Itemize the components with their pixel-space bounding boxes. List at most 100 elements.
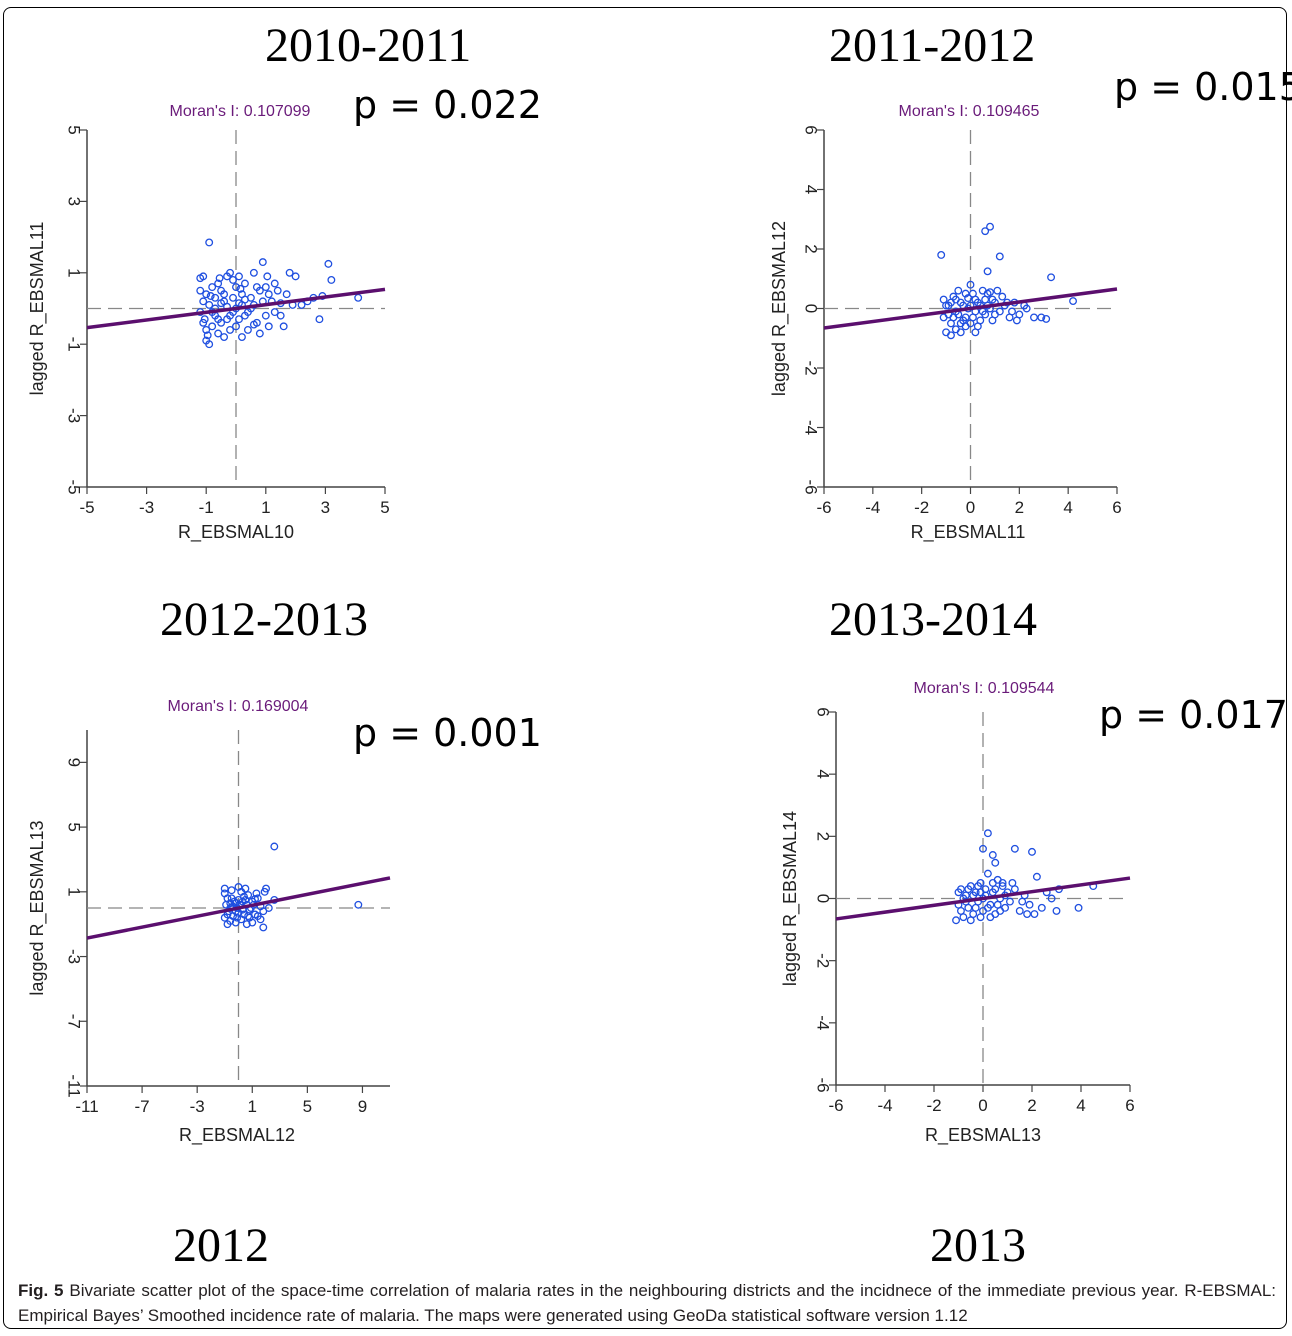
panel-title-2010-2011: 2010-2011	[265, 19, 472, 72]
plot3-data-point	[252, 889, 261, 898]
plot2-data-point	[947, 331, 955, 340]
plot2-x-tick-label: 6	[1112, 498, 1121, 517]
plot1-y-tick-label: -1	[65, 337, 84, 352]
plot3-data-point	[260, 887, 269, 896]
plot3-x-tick-label: 1	[248, 1097, 257, 1116]
plot3-data-point	[242, 920, 251, 929]
plot1-data-point	[263, 272, 272, 281]
plot2-y-tick-label: 0	[802, 304, 821, 313]
plot4-data-point	[979, 844, 987, 853]
caption-label: Fig. 5	[18, 1281, 64, 1300]
plot1-data-point	[273, 286, 282, 295]
plot3-x-tick-label: -3	[190, 1097, 205, 1116]
plot1-data-point	[214, 279, 223, 288]
plot1-x-tick-label: 5	[380, 498, 389, 517]
plot4-x-tick-label: 4	[1076, 1096, 1085, 1115]
plot2-data-point	[939, 313, 948, 322]
plot1-data-point	[258, 258, 267, 267]
plot4-data-point	[986, 913, 995, 922]
plot4-data-point	[976, 913, 985, 922]
plot3-x-tick-label: -7	[135, 1097, 150, 1116]
plot2-x-tick-label: 0	[966, 498, 975, 517]
plot1-data-point	[249, 268, 258, 277]
bottom-label-2012: 2012	[173, 1219, 269, 1272]
plot1-x-tick-label: -3	[139, 498, 154, 517]
panel-title-2013-2014: 2013-2014	[829, 593, 1037, 646]
plot4-y-tick-label: -4	[814, 1015, 833, 1030]
plot4-x-tick-label: -4	[877, 1096, 892, 1115]
plot1-data-point	[270, 308, 279, 317]
plot4-data-point	[971, 903, 980, 912]
plot1-data-point	[235, 272, 243, 281]
plot3-y-tick-label: -11	[65, 1074, 84, 1097]
plot2-data-point	[1042, 314, 1051, 323]
plot4-y-tick-label: 2	[814, 832, 833, 841]
plot2-data-point	[976, 316, 985, 325]
plot3-data-point	[264, 904, 273, 912]
plot2-x-tick-label: 2	[1015, 498, 1024, 517]
plot2-data-point	[961, 289, 970, 298]
plot1-data-point	[203, 331, 212, 340]
plot2-x-axis-label: R_EBSMAL11	[911, 522, 1026, 543]
plot2-data-point	[998, 292, 1007, 301]
plot4-data-point	[1023, 910, 1032, 918]
plot4-moran-title: Moran's I: 0.109544	[914, 680, 1055, 697]
plot1-data-point	[196, 274, 205, 283]
plot1-data-point	[214, 329, 223, 338]
plot4-data-point	[1015, 906, 1024, 915]
plot2-data-point	[956, 328, 965, 337]
plot4-data-point	[1025, 900, 1034, 909]
plot1-data-point	[208, 322, 217, 331]
plot3-data-point	[248, 918, 257, 927]
plot4-data-point	[1037, 903, 1046, 912]
plot3-data-point	[244, 891, 253, 900]
plot4-x-tick-label: -6	[828, 1096, 843, 1115]
plot4-data-point	[1030, 910, 1039, 918]
plot3-x-tick-label: 9	[358, 1097, 367, 1116]
plot1-data-point	[261, 311, 270, 320]
plot1-x-tick-label: 3	[321, 498, 330, 517]
plot4-regression-line	[835, 876, 1131, 921]
plot3-data-point	[220, 884, 229, 893]
plot3-data-point	[251, 895, 259, 904]
plot2-data-point	[988, 295, 997, 304]
plot2-y-tick-label: -6	[802, 479, 821, 494]
plot3-data-point	[244, 912, 253, 921]
plot1-data-point	[217, 299, 226, 308]
plot1-data-point	[206, 292, 215, 300]
plot2-data-point	[983, 267, 992, 276]
plot1-data-point	[214, 315, 223, 324]
plot2-data-point	[993, 286, 1002, 295]
plot1-data-point	[279, 322, 288, 331]
plot1-data-point	[205, 300, 214, 309]
plot1-y-tick-label: -5	[65, 479, 84, 494]
plot1-data-point	[226, 268, 234, 277]
plot3-regression-line	[86, 876, 391, 940]
plot2-data-point	[956, 319, 965, 328]
plot1-data-point	[196, 286, 205, 295]
plot1-data-point	[199, 297, 208, 306]
plot2-y-tick-label: -4	[802, 420, 821, 435]
plot2-y-tick-label: -2	[802, 360, 821, 375]
plot2-data-point	[995, 252, 1004, 261]
plot1-data-point	[232, 322, 240, 331]
plot1-y-tick-label: 3	[65, 197, 84, 206]
plot1-data-point	[264, 322, 273, 331]
plot4-data-point	[957, 906, 965, 915]
plot1-regression-line	[86, 287, 386, 330]
plot1-data-point	[205, 340, 214, 349]
plot1-data-point	[202, 290, 211, 299]
plot1-data-point	[238, 333, 246, 342]
plot1-data-point	[270, 279, 279, 288]
plot4-data-point	[1010, 844, 1019, 853]
plot4-data-point	[964, 885, 973, 894]
plot1-data-point	[243, 325, 252, 334]
plot1-data-point	[291, 272, 300, 281]
plot2-x-tick-label: 4	[1063, 498, 1072, 517]
plot3-data-point	[259, 923, 268, 932]
plot1-data-point	[324, 259, 333, 268]
plot1-data-point	[215, 274, 224, 283]
plot1-data-point	[236, 284, 245, 293]
plot1-data-point	[226, 311, 234, 320]
